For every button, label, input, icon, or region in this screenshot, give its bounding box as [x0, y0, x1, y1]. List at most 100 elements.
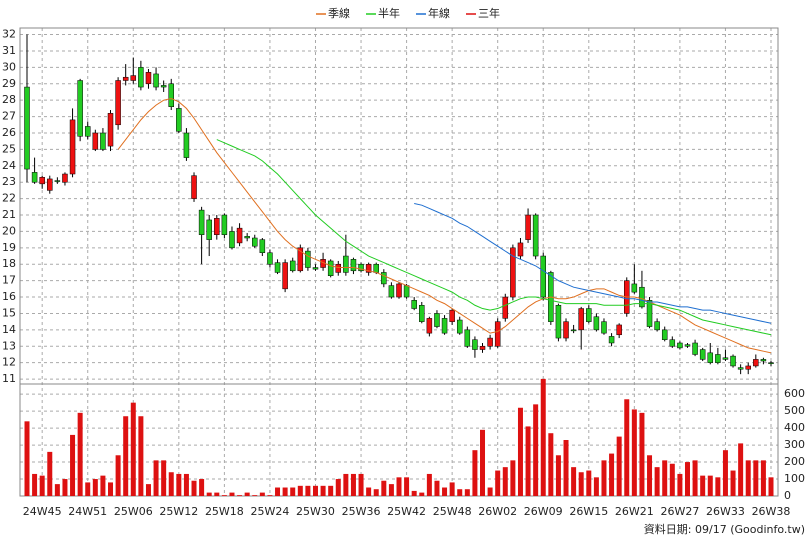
x-tick-label: 26W38 — [752, 505, 791, 518]
volume-bar — [381, 480, 387, 496]
candle-body — [411, 300, 417, 309]
candle-body — [479, 346, 486, 350]
candle-body — [47, 178, 53, 191]
candle-body — [692, 342, 698, 355]
volume-bar — [533, 404, 539, 496]
candle-body — [631, 283, 638, 293]
candle-body — [69, 119, 76, 175]
candle-body — [312, 267, 319, 270]
candle-body — [517, 242, 524, 257]
y-tick-label: 17 — [2, 274, 16, 287]
volume-bar — [275, 487, 281, 496]
volume-bar — [457, 489, 463, 496]
volume-bar — [669, 463, 675, 496]
volume-bar — [290, 487, 296, 496]
volume-bar — [517, 407, 523, 496]
candle-body — [563, 321, 569, 339]
x-tick-label: 25W36 — [342, 505, 381, 518]
candle-body — [426, 318, 433, 334]
y-tick-label: 22 — [2, 192, 16, 205]
volume-bar — [221, 495, 227, 496]
volume-bar — [624, 399, 630, 496]
volume-bar — [404, 477, 410, 496]
y-tick-label: 15 — [2, 306, 16, 319]
volume-bar — [343, 473, 349, 496]
candle-body — [206, 219, 212, 240]
candle-body — [183, 132, 190, 158]
volume-bar — [639, 412, 645, 496]
candle-body — [464, 329, 471, 347]
volume-bar — [707, 475, 713, 496]
y-tick-label: 25 — [2, 142, 16, 155]
candle-body — [699, 349, 706, 360]
y-tick-label: 27 — [2, 110, 16, 123]
volume-bar — [449, 482, 455, 496]
candle-body — [654, 321, 660, 331]
candle-body — [760, 359, 767, 362]
volume-bar — [722, 450, 728, 496]
volume-bar — [214, 492, 220, 496]
volume-bar — [419, 492, 425, 496]
candle-body — [510, 247, 516, 298]
volume-bar — [350, 473, 356, 496]
candle-body — [31, 172, 38, 183]
candle-body — [198, 209, 205, 235]
y-tick-label: 16 — [2, 290, 16, 303]
volume-bar — [259, 492, 265, 496]
volume-bar — [229, 492, 235, 496]
volume-bar — [320, 485, 326, 496]
x-tick-label: 26W27 — [660, 505, 699, 518]
volume-tick-label: 500 — [784, 404, 805, 417]
volume-bar — [411, 490, 417, 496]
y-tick-label: 30 — [2, 60, 16, 73]
volume-bar — [510, 460, 516, 496]
volume-bar — [176, 473, 182, 496]
candle-body — [441, 318, 448, 334]
volume-bar — [168, 472, 174, 496]
x-tick-label: 25W12 — [159, 505, 198, 518]
candle-body — [122, 76, 129, 81]
x-tick-label: 25W18 — [205, 505, 244, 518]
volume-bar — [616, 436, 622, 496]
candle-body — [373, 263, 379, 273]
volume-bar — [199, 479, 205, 496]
candle-body — [214, 218, 220, 235]
volume-bar — [267, 495, 273, 496]
volume-bar — [70, 434, 76, 496]
candle-body — [639, 286, 645, 308]
candle-body — [54, 180, 61, 182]
volume-bar — [191, 480, 197, 496]
volume-tick-label: 300 — [784, 438, 805, 451]
volume-bar — [738, 443, 744, 496]
volume-bar — [677, 473, 683, 496]
y-tick-label: 12 — [2, 356, 16, 369]
candle-body — [677, 342, 683, 349]
volume-bar — [480, 429, 486, 496]
volume-bar — [555, 455, 561, 496]
candle-body — [768, 362, 774, 364]
volume-bar — [753, 460, 759, 496]
y-tick-label: 31 — [2, 44, 16, 57]
y-tick-label: 29 — [2, 77, 16, 90]
volume-bar — [571, 467, 577, 496]
candle-body — [350, 259, 357, 272]
legend-label: 季線 — [328, 6, 350, 20]
volume-bar — [548, 433, 554, 496]
candle-body — [449, 309, 455, 322]
volume-bar — [472, 450, 478, 496]
candle-body — [601, 321, 607, 334]
candle-body — [39, 177, 45, 185]
candle-body — [745, 365, 751, 370]
volume-bar — [760, 460, 766, 496]
candle-body — [84, 126, 91, 137]
candle-body — [525, 214, 531, 240]
candle-body — [176, 108, 182, 132]
candle-body — [297, 247, 304, 272]
volume-bar — [396, 477, 402, 496]
candle-body — [753, 359, 759, 367]
volume-bar — [654, 467, 660, 496]
volume-bar — [609, 453, 615, 496]
volume-bar — [662, 460, 668, 496]
candle-body — [221, 214, 228, 235]
